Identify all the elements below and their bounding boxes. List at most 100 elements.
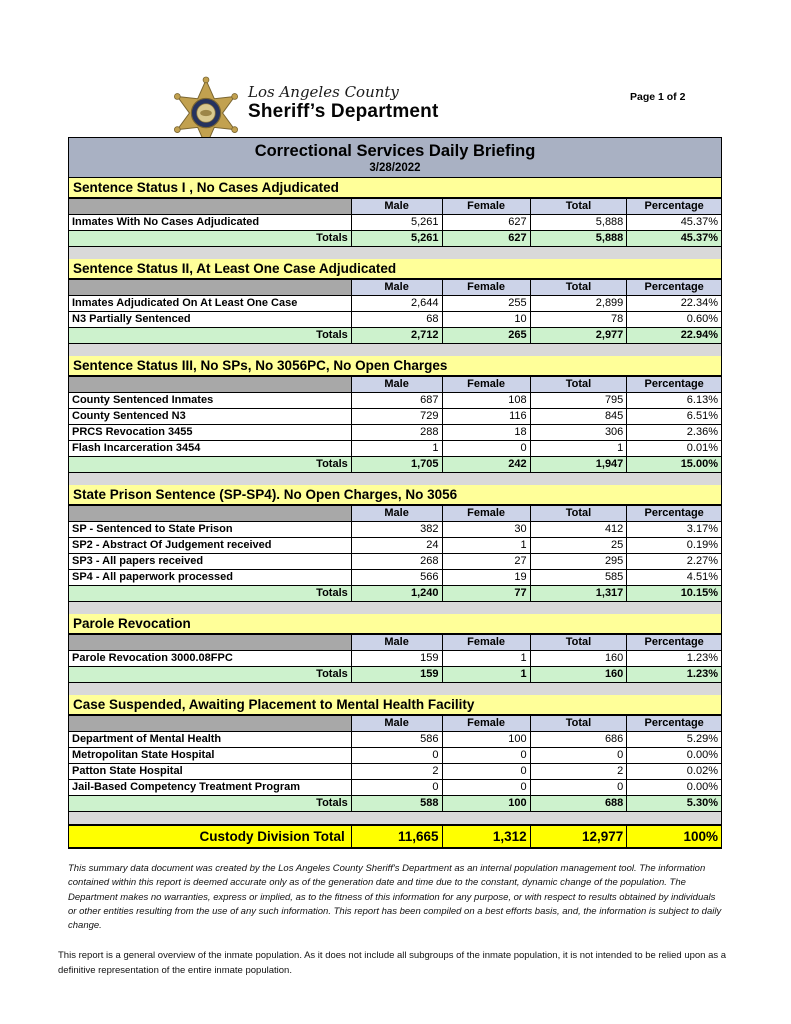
cell-value: 1 [350, 440, 443, 457]
section-title: Sentence Status I , No Cases Adjudicated [68, 178, 722, 198]
totals-value: 77 [441, 585, 531, 602]
totals-row: Totals 1,240 77 1,317 10.15% [68, 585, 722, 602]
row-label: Department of Mental Health [68, 731, 352, 748]
cell-value: 0.19% [626, 537, 722, 554]
section-spacer [68, 812, 722, 824]
cell-value: 159 [350, 650, 443, 667]
totals-value: 1,705 [350, 456, 443, 473]
section-table: Male Female Total Percentage Parole Revocati… [68, 634, 722, 683]
row-label: Patton State Hospital [68, 763, 352, 780]
cell-value: 382 [350, 521, 443, 538]
cell-value: 45.37% [626, 214, 722, 231]
cell-value: 255 [441, 295, 531, 312]
cell-value: 0 [441, 747, 531, 764]
row-label: PRCS Revocation 3455 [68, 424, 352, 441]
column-header-row: Male Female Total Percentage [68, 634, 722, 651]
column-header: Percentage [626, 198, 722, 215]
report-section: Case Suspended, Awaiting Placement to Me… [68, 695, 722, 812]
column-header: Total [529, 376, 628, 393]
totals-label: Totals [68, 230, 352, 247]
cell-value: 18 [441, 424, 531, 441]
totals-value: 1,317 [529, 585, 628, 602]
cell-value: 687 [350, 392, 443, 409]
sections-container: Sentence Status I , No Cases Adjudicated… [68, 178, 722, 849]
row-label-header [68, 376, 352, 393]
section-title: Case Suspended, Awaiting Placement to Me… [68, 695, 722, 715]
column-header: Female [441, 279, 531, 296]
grand-total-value: 100% [626, 824, 722, 849]
report-section: Sentence Status II, At Least One Case Ad… [68, 259, 722, 344]
org-text-block: Los Angeles County Sheriff’s Department [248, 84, 439, 122]
cell-value: 116 [441, 408, 531, 425]
grand-total-value: 12,977 [529, 824, 628, 849]
report-section: Parole Revocation Male Female Total Percenta… [68, 614, 722, 683]
section-title: Sentence Status III, No SPs, No 3056PC, … [68, 356, 722, 376]
section-table: Male Female Total Percentage County Sentence… [68, 376, 722, 473]
cell-value: 19 [441, 569, 531, 586]
column-header: Total [529, 279, 628, 296]
cell-value: 0.02% [626, 763, 722, 780]
cell-value: 5,261 [350, 214, 443, 231]
cell-value: 78 [529, 311, 628, 328]
table-row: Flash Incarceration 3454 1 0 1 0.01% [68, 440, 722, 457]
cell-value: 30 [441, 521, 531, 538]
totals-value: 45.37% [626, 230, 722, 247]
totals-row: Totals 5,261 627 5,888 45.37% [68, 230, 722, 247]
totals-value: 160 [529, 666, 628, 683]
cell-value: 1 [441, 537, 531, 554]
column-header: Female [441, 376, 531, 393]
grand-total-table: Custody Division Total 11,665 1,312 12,977 1… [68, 824, 722, 849]
cell-value: 0 [350, 747, 443, 764]
table-row: Inmates Adjudicated On At Least One Case… [68, 295, 722, 312]
cell-value: 5,888 [529, 214, 628, 231]
totals-value: 10.15% [626, 585, 722, 602]
section-spacer [68, 683, 722, 695]
section-table: Male Female Total Percentage Inmates Adjudic… [68, 279, 722, 344]
org-name-department: Sheriff’s Department [248, 100, 439, 122]
section-table: Male Female Total Percentage Inmates With No… [68, 198, 722, 247]
row-label: SP2 - Abstract Of Judgement received [68, 537, 352, 554]
cell-value: 3.17% [626, 521, 722, 538]
table-row: Metropolitan State Hospital 0 0 0 0.00% [68, 747, 722, 764]
row-label: SP4 - All paperwork processed [68, 569, 352, 586]
cell-value: 24 [350, 537, 443, 554]
row-label-header [68, 634, 352, 651]
totals-row: Totals 1,705 242 1,947 15.00% [68, 456, 722, 473]
report-title: Correctional Services Daily Briefing [254, 142, 536, 160]
cell-value: 5.29% [626, 731, 722, 748]
totals-label: Totals [68, 456, 352, 473]
report-section: Sentence Status I , No Cases Adjudicated… [68, 178, 722, 247]
table-row: SP2 - Abstract Of Judgement received 24 1 2… [68, 537, 722, 554]
cell-value: 27 [441, 553, 531, 570]
cell-value: 295 [529, 553, 628, 570]
cell-value: 0 [441, 440, 531, 457]
table-row: Jail-Based Competency Treatment Program 0… [68, 779, 722, 796]
table-row: Parole Revocation 3000.08FPC 159 1 160 1.23% [68, 650, 722, 667]
report-date: 3/28/2022 [369, 162, 421, 175]
totals-row: Totals 2,712 265 2,977 22.94% [68, 327, 722, 344]
row-label: SP3 - All papers received [68, 553, 352, 570]
cell-value: 2 [529, 763, 628, 780]
cell-value: 0 [441, 779, 531, 796]
row-label-header [68, 715, 352, 732]
cell-value: 0.00% [626, 747, 722, 764]
grand-total-value: 11,665 [350, 824, 443, 849]
report-section: Sentence Status III, No SPs, No 3056PC, … [68, 356, 722, 473]
cell-value: 0.60% [626, 311, 722, 328]
totals-value: 1 [441, 666, 531, 683]
totals-row: Totals 588 100 688 5.30% [68, 795, 722, 812]
column-header: Total [529, 505, 628, 522]
totals-value: 2,977 [529, 327, 628, 344]
masthead: Los Angeles County Sheriff’s Department … [0, 0, 791, 152]
totals-value: 265 [441, 327, 531, 344]
org-name-county: Los Angeles County [248, 83, 399, 101]
column-header: Total [529, 715, 628, 732]
column-header: Percentage [626, 634, 722, 651]
cell-value: 729 [350, 408, 443, 425]
cell-value: 1 [441, 650, 531, 667]
cell-value: 10 [441, 311, 531, 328]
cell-value: 586 [350, 731, 443, 748]
cell-value: 68 [350, 311, 443, 328]
cell-value: 795 [529, 392, 628, 409]
column-header: Male [350, 198, 443, 215]
